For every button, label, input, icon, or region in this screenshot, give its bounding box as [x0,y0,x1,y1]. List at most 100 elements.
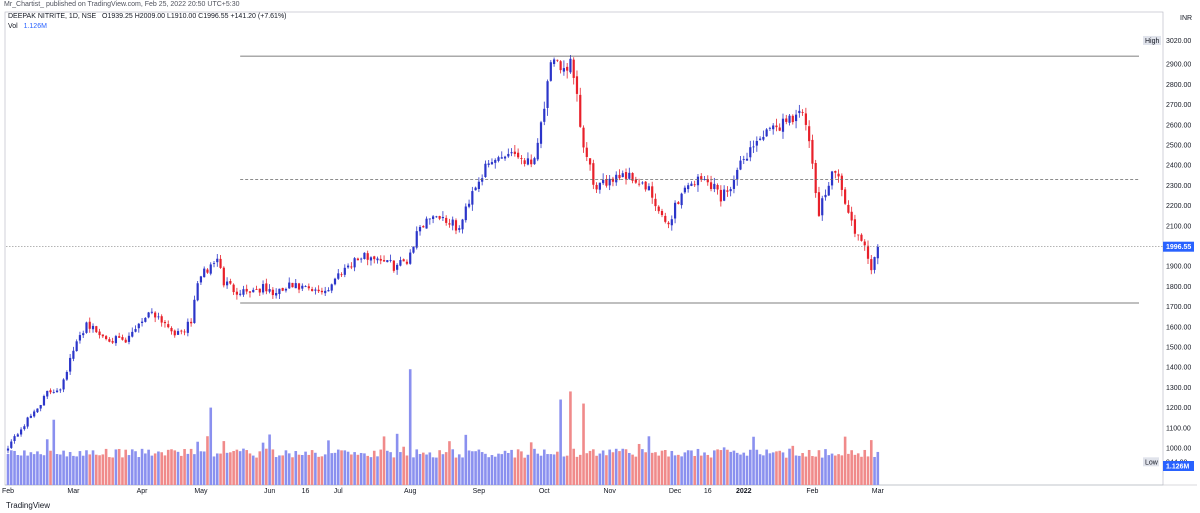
tradingview-logo[interactable]: TradingView [6,501,51,510]
candle [176,328,180,336]
volume-bar [59,454,62,485]
volume-bar [722,447,726,485]
candle [350,262,353,270]
candle [144,317,147,323]
volume-bar [150,455,154,485]
time-tick: 16 [704,488,712,495]
candle [759,136,762,141]
volume-bar [29,452,33,485]
volume-bar [474,451,477,485]
candle [320,287,324,295]
candle [745,152,749,161]
volume-bar [657,455,661,485]
volume-bar [637,443,641,485]
candle [451,216,454,231]
candle [628,167,631,180]
candle [91,323,95,333]
candle [660,208,664,218]
candle [788,113,791,126]
volume-bar [614,448,618,485]
price-tick: 1200.00 [1166,405,1191,412]
volume-bar [807,449,811,485]
time-tick: May [194,488,208,495]
volume-bar [117,448,121,485]
candle [392,260,395,273]
candle [634,176,637,184]
volume-bar [709,457,713,485]
time-tick: Mar [872,488,885,495]
volume-bar [395,433,399,485]
price-chart[interactable]: 1000.00 1100.00 1200.00 1300.00 1400.00 1500.… [0,0,1200,499]
volume-bar [752,436,755,485]
time-tick: Jul [334,488,343,495]
volume-bar [356,454,360,485]
volume-bar [569,391,572,485]
volume-bar [814,456,817,485]
volume-bar [621,448,625,485]
volume-bar [778,450,782,485]
candle [415,226,418,250]
candle [65,370,68,381]
candle [288,277,291,289]
candle [873,256,876,274]
candle [314,287,317,295]
candle [647,183,651,191]
candle [59,388,62,393]
volume-bar [55,454,59,485]
volume-bar [229,452,232,485]
volume-bar [389,452,392,485]
candle [494,158,497,169]
volume-bar [248,453,252,485]
candle [118,332,121,339]
low-label: Low [1145,459,1159,466]
candle [114,334,118,346]
candle [317,285,320,294]
volume-bar [144,453,147,485]
candle [657,205,660,214]
candle [513,145,516,157]
price-tick: 2800.00 [1166,82,1191,89]
candle [36,408,39,414]
volume-bar [546,454,549,485]
candle [693,180,696,187]
candle [389,254,392,263]
volume-bar [863,449,867,485]
volume-bar [471,451,474,485]
candle [327,287,330,292]
price-tick: 2400.00 [1166,163,1191,170]
volume-bar [408,369,412,485]
price-tick: 2700.00 [1166,102,1191,109]
volume-bar [484,453,487,485]
high-label-bg [1143,35,1161,45]
candle [556,59,559,63]
candle [441,211,445,222]
candle [507,148,510,158]
time-tick: Nov [603,488,616,495]
candle [297,282,301,294]
price-tick: 2300.00 [1166,183,1191,190]
volume-label[interactable]: Vol [8,23,18,30]
volume-bar [608,449,611,485]
candle [232,283,235,296]
level-lines [6,55,1163,304]
volume-bar [461,457,464,485]
price-tick: 2600.00 [1166,122,1191,129]
volume-bar [827,455,831,485]
candle [673,200,677,224]
candles [6,55,879,454]
candle [700,173,703,182]
volume-bar [418,454,422,485]
candle [830,170,834,190]
candle [517,148,520,160]
candle [190,318,193,327]
candle [736,167,739,186]
volume-bar [748,449,752,485]
volume-bar [794,455,798,485]
volume-bar [369,457,373,485]
volume-bar [565,455,569,485]
volume-bar [307,454,311,485]
candle [199,275,203,285]
time-tick: Mar [67,488,80,495]
symbol-name[interactable]: DEEPAK NITRITE, 1D, NSE [8,13,97,20]
candle [412,246,415,254]
